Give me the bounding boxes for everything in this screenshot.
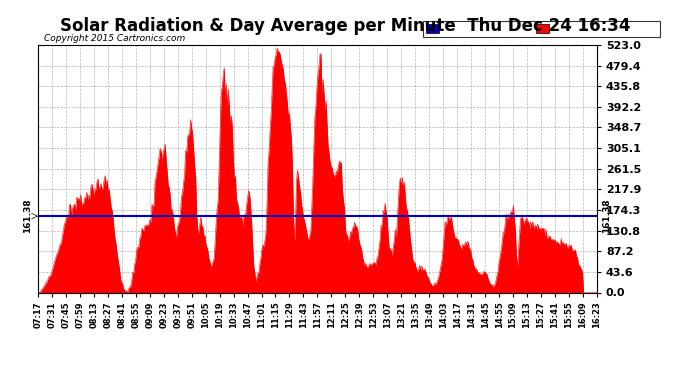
Text: Copyright 2015 Cartronics.com: Copyright 2015 Cartronics.com (43, 33, 185, 42)
Text: 161.38: 161.38 (602, 199, 611, 234)
Text: Solar Radiation & Day Average per Minute  Thu Dec 24 16:34: Solar Radiation & Day Average per Minute… (60, 17, 630, 35)
Text: 161.38: 161.38 (23, 199, 32, 234)
Legend: Median  (w/m2), Radiation  (w/m2): Median (w/m2), Radiation (w/m2) (423, 21, 660, 38)
